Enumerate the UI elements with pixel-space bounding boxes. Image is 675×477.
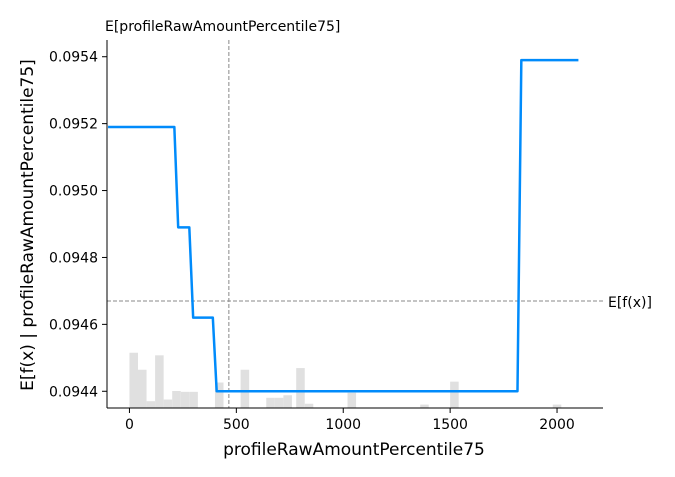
- series-line-path: [108, 58, 579, 393]
- y-tick-label: 0.0946: [49, 317, 98, 333]
- y-tick-label: 0.0950: [49, 184, 98, 200]
- histogram-bar: [138, 369, 147, 408]
- histogram: [129, 352, 562, 408]
- histogram-bar: [552, 404, 562, 408]
- histogram-bar: [172, 391, 181, 408]
- x-axis-label: profileRawAmountPercentile75: [223, 440, 485, 460]
- histogram-bar: [296, 368, 305, 408]
- x-tick-label: 1000: [325, 417, 361, 433]
- histogram-bar: [283, 395, 292, 408]
- y-axis-label: E[f(x) | profileRawAmountPercentile75]: [18, 59, 38, 391]
- reference-lines: [107, 40, 603, 408]
- x-tick-label: 2000: [539, 417, 575, 433]
- histogram-bar: [420, 404, 429, 408]
- y-tick-label: 0.0952: [49, 117, 98, 133]
- x-tick-label: 500: [223, 417, 250, 433]
- histogram-bar: [266, 397, 275, 408]
- y-tick-label: 0.0944: [49, 384, 98, 400]
- expected-x-label: E[profileRawAmountPercentile75]: [105, 19, 340, 35]
- histogram-bar: [450, 381, 459, 408]
- expected-y-label: E[f(x)]: [608, 295, 652, 311]
- histogram-bar: [274, 397, 284, 408]
- histogram-bar: [155, 355, 164, 408]
- histogram-bar: [146, 401, 156, 408]
- series-line: [108, 58, 579, 393]
- x-tick-label: 1500: [432, 417, 468, 433]
- histogram-bar: [189, 391, 198, 408]
- ticks: 0 500 1000 1500 2000 0.0944 0.0946 0.0948 0.0950…: [49, 50, 575, 433]
- y-tick-label: 0.0954: [49, 50, 98, 66]
- histogram-bar: [129, 352, 138, 408]
- histogram-bar: [347, 392, 357, 408]
- histogram-bar: [240, 369, 250, 408]
- y-tick-label: 0.0948: [49, 250, 98, 266]
- axes: [106, 40, 603, 409]
- x-tick-label: 0: [125, 417, 134, 433]
- histogram-bar: [163, 399, 173, 408]
- histogram-bar: [304, 403, 314, 408]
- histogram-bar: [214, 382, 224, 408]
- histogram-bar: [180, 391, 190, 408]
